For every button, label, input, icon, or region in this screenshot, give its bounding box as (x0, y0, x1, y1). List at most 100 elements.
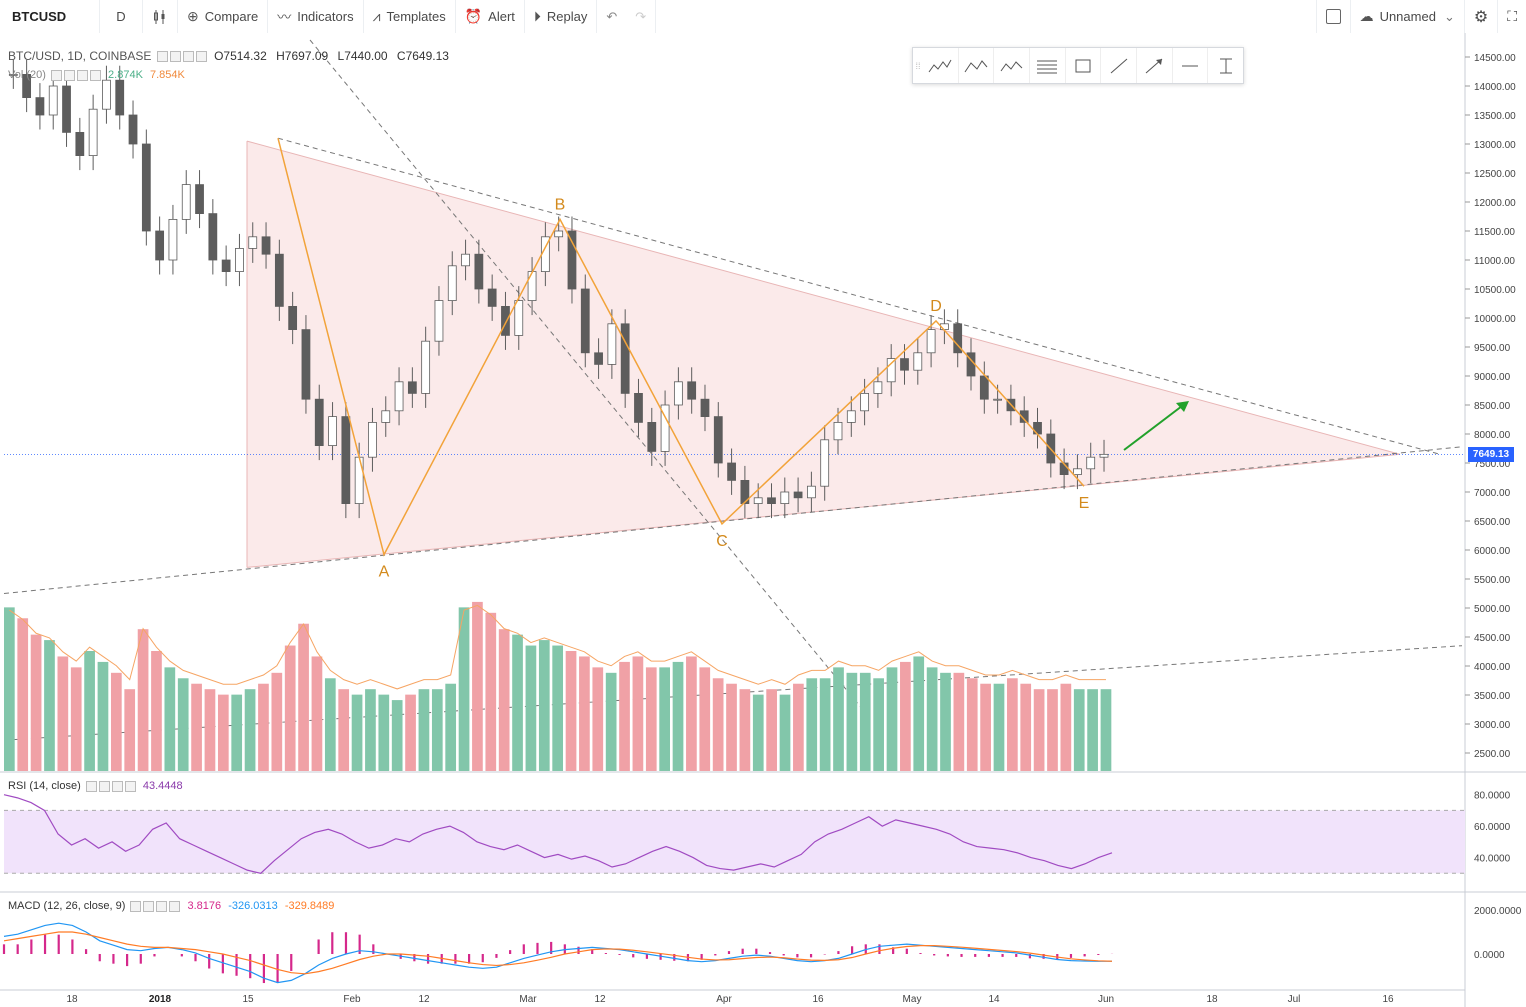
rsi-tick-label: 60.0000 (1474, 822, 1511, 833)
templates-button[interactable]: ⩘ Templates (364, 0, 456, 33)
compare-label: Compare (204, 9, 259, 24)
candle-body (314, 398, 324, 447)
interval-selector[interactable]: D (100, 0, 143, 33)
time-tick-label: 14 (988, 994, 1000, 1005)
legend-buttons[interactable] (155, 49, 207, 63)
redo-button[interactable]: ↷ (626, 0, 657, 33)
arrow-tool[interactable] (1137, 48, 1173, 83)
drag-handle-icon[interactable]: ⁞⁞ (915, 60, 921, 71)
chart-area[interactable]: A B C D E 80.0000 60.0000 40.0000 2000.0000 0.0… (0, 33, 1526, 1007)
elliott-abc-tool[interactable] (959, 48, 995, 83)
volume-bar (1060, 683, 1072, 771)
candle-body (860, 392, 869, 412)
fullscreen-icon: ⛶ (1507, 8, 1517, 24)
volume-bar (1047, 689, 1058, 771)
volume-bar (579, 656, 590, 771)
candle-body (594, 352, 603, 365)
last-price-label: 7649.13 (1468, 447, 1514, 462)
compare-button[interactable]: ⊕ Compare (178, 0, 269, 33)
candle-body (407, 381, 417, 394)
volume-bar (177, 678, 189, 771)
volume-bar (1020, 683, 1032, 771)
volume-bar (1087, 689, 1098, 771)
volume-bar (1100, 689, 1112, 771)
undo-button[interactable]: ↶ (597, 0, 626, 33)
pattern-label-e: E (1079, 495, 1090, 512)
volume-bar (900, 661, 911, 771)
indicators-button[interactable]: 〰 Indicators (268, 0, 364, 33)
candle-body (288, 305, 298, 330)
price-range-tool[interactable] (1208, 48, 1243, 83)
volume-bar (793, 683, 804, 771)
volume-bar (204, 689, 216, 771)
macd-tick-label: 0.0000 (1474, 950, 1505, 961)
volume-bar (124, 689, 136, 771)
price-tick-label: 11000.00 (1474, 256, 1515, 267)
chart-style-button[interactable] (143, 0, 178, 33)
time-tick-label: Mar (519, 994, 537, 1005)
redo-icon: ↷ (635, 8, 647, 24)
compare-icon: ⊕ (187, 8, 199, 24)
volume-bar (231, 694, 243, 771)
volume-bar (271, 672, 283, 771)
volume-bar (873, 678, 884, 771)
pattern-line (277, 138, 1085, 557)
horizontal-ray-tool[interactable] (1173, 48, 1209, 83)
candle-body (1019, 410, 1029, 423)
price-tick-label: 10500.00 (1474, 285, 1516, 296)
rsi-label: RSI (14, close) (8, 780, 81, 792)
candle-body (673, 381, 683, 406)
candle-body (833, 421, 843, 441)
rsi-legend-buttons[interactable] (84, 780, 136, 792)
price-tick-label: 6000.00 (1474, 546, 1511, 557)
volume-bar (819, 678, 831, 771)
volume-bar (458, 607, 470, 771)
time-tick-label: 16 (1382, 994, 1394, 1005)
candle-body (886, 358, 896, 383)
candle-body (88, 108, 98, 156)
candle-body (75, 131, 85, 156)
volume-bar (17, 618, 29, 771)
volume-bar (431, 689, 443, 771)
vol-legend-buttons[interactable] (49, 69, 101, 81)
watchlist-toggle[interactable] (1315, 0, 1350, 33)
candle-body (713, 416, 723, 464)
candle-body (1073, 468, 1082, 475)
candle-body (634, 392, 643, 423)
abcde-pattern: A B C D E (277, 138, 1189, 581)
time-tick-label: 16 (812, 994, 824, 1005)
candle-body (368, 421, 377, 458)
volume-bar (57, 656, 69, 771)
fullscreen-button[interactable]: ⛶ (1497, 0, 1526, 33)
candle-body (195, 184, 204, 215)
price-tick-label: 8000.00 (1474, 430, 1511, 441)
volume-bar (619, 661, 630, 771)
alert-button[interactable]: ⏰ Alert (456, 0, 525, 33)
gear-icon: ⚙ (1473, 8, 1489, 26)
indicators-label: Indicators (297, 9, 354, 24)
candle-body (181, 184, 191, 220)
settings-button[interactable]: ⚙ (1463, 0, 1497, 33)
price-tick-label: 5500.00 (1474, 575, 1511, 586)
time-tick-label: 18 (66, 994, 78, 1005)
macd-tick-label: 2000.0000 (1474, 906, 1522, 917)
replay-button[interactable]: ⏵ Replay (525, 0, 598, 33)
candle-body (780, 491, 790, 505)
candle-body (820, 439, 830, 487)
elliott-ace-tool[interactable] (994, 48, 1030, 83)
trend-line-tool[interactable] (1101, 48, 1137, 83)
elliott-impulse-tool[interactable] (923, 48, 959, 83)
price-tick-label: 8500.00 (1474, 401, 1511, 412)
volume-bar (30, 634, 42, 771)
candle-body (35, 97, 45, 116)
macd-legend-buttons[interactable] (128, 900, 181, 912)
price-tick-label: 3000.00 (1474, 720, 1511, 731)
time-tick-label: Apr (716, 994, 732, 1005)
time-tick-label: Jul (1288, 994, 1301, 1005)
layout-name-button[interactable]: ☁ Unnamed ⌄ (1349, 0, 1464, 33)
symbol-search[interactable]: BTCUSD (0, 0, 100, 33)
volume-bar (498, 629, 510, 771)
rectangle-tool[interactable] (1066, 48, 1102, 83)
price-tick-label: 4000.00 (1474, 662, 1511, 673)
horizontal-lines-tool[interactable] (1030, 48, 1066, 83)
